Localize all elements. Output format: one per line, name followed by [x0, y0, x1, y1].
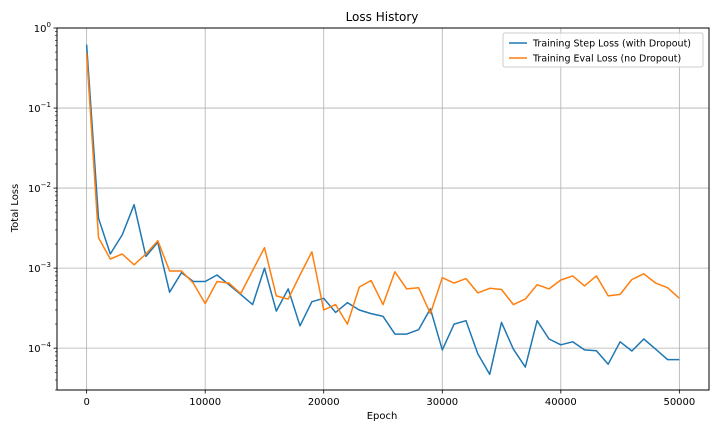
x-axis-label: Epoch [367, 411, 398, 422]
legend: Training Step Loss (with Dropout) Trainin… [502, 32, 704, 68]
y-tick-label-base: 10 [28, 264, 41, 275]
x-tick-label: 40000 [545, 397, 577, 408]
y-tick-label-base: 10 [28, 344, 41, 355]
series-layer [85, 44, 680, 376]
y-tick-label: 10−2 [28, 181, 51, 195]
y-tick-label: 10−4 [28, 341, 52, 355]
y-tick-label-exponent: −4 [41, 341, 52, 349]
y-tick-label: 10−1 [28, 101, 51, 115]
series-line-2 [85, 53, 680, 325]
x-tick-label: 10000 [189, 397, 221, 408]
y-tick-label-exponent: −1 [41, 101, 51, 109]
x-tick-label: 0 [83, 397, 89, 408]
y-tick-label-base: 10 [34, 24, 47, 35]
x-tick-label: 50000 [663, 397, 695, 408]
y-tick-label-exponent: −2 [41, 181, 51, 189]
y-axis-label: Total Loss [10, 184, 21, 233]
legend-label: Training Step Loss (with Dropout) [532, 39, 691, 50]
x-axis-ticks: 0 10000 20000 30000 40000 50000 [83, 390, 695, 408]
y-tick-label: 10−3 [28, 261, 51, 275]
y-tick-label-base: 10 [28, 184, 41, 195]
legend-label: Training Eval Loss (no Dropout) [532, 54, 681, 65]
x-tick-label: 20000 [308, 397, 340, 408]
y-tick-label-base: 10 [28, 104, 41, 115]
plot-frame [56, 27, 710, 391]
y-tick-label-exponent: −3 [41, 261, 51, 269]
y-tick-label-exponent: 0 [47, 21, 51, 29]
y-tick-label: 100 [34, 21, 51, 35]
legend-frame [502, 32, 704, 68]
chart-title: Loss History [346, 10, 419, 24]
x-tick-label: 30000 [426, 397, 458, 408]
